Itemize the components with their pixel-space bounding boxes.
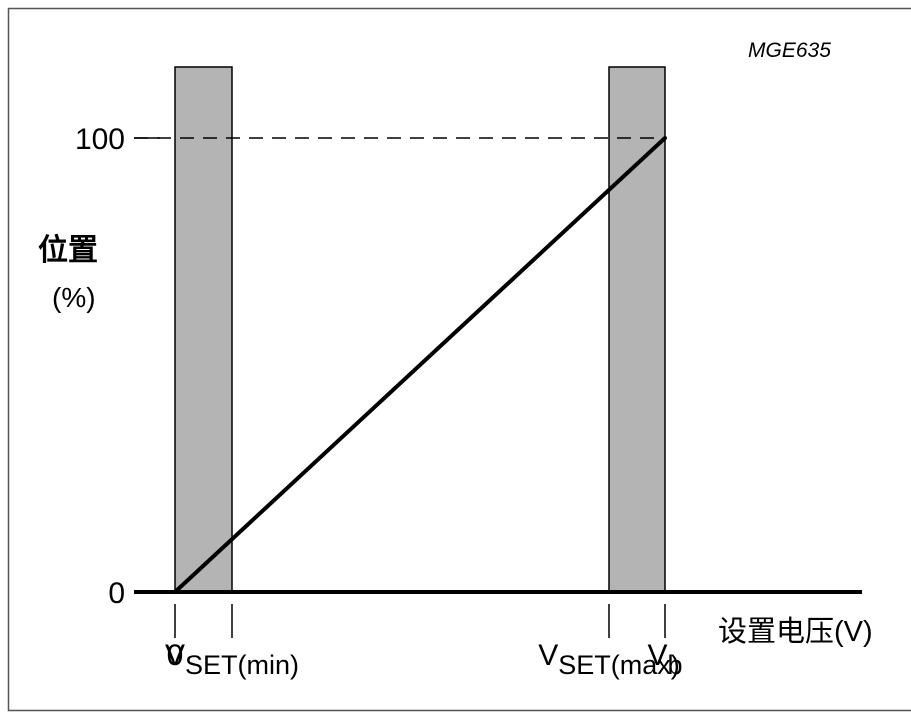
figure-code: MGE635 [748,39,831,62]
shaded-band-2 [608,66,666,593]
series-group [173,136,667,594]
figure-frame [7,7,911,712]
y-tick-label-0: 0 [108,577,125,610]
shaded-band-1 [174,66,233,593]
y-axis-label-line2: (%) [52,282,96,313]
y-tick-label-100: 100 [75,123,125,156]
x-tick-label-zero: 0 [167,639,184,672]
y-axis-ticks: 0 100 [75,123,160,610]
x-tick-label-vb: Vb [647,639,682,680]
x-tick-label-vset_max: VSET(max) [538,639,680,680]
x-tick-label-vset_min: VSET(min) [165,639,299,680]
series-line-1 [173,136,667,594]
shaded-bands [174,66,666,593]
y-axis-label-line1: 位置 [38,233,98,268]
x-axis-label: 设置电压(V) [718,615,873,648]
